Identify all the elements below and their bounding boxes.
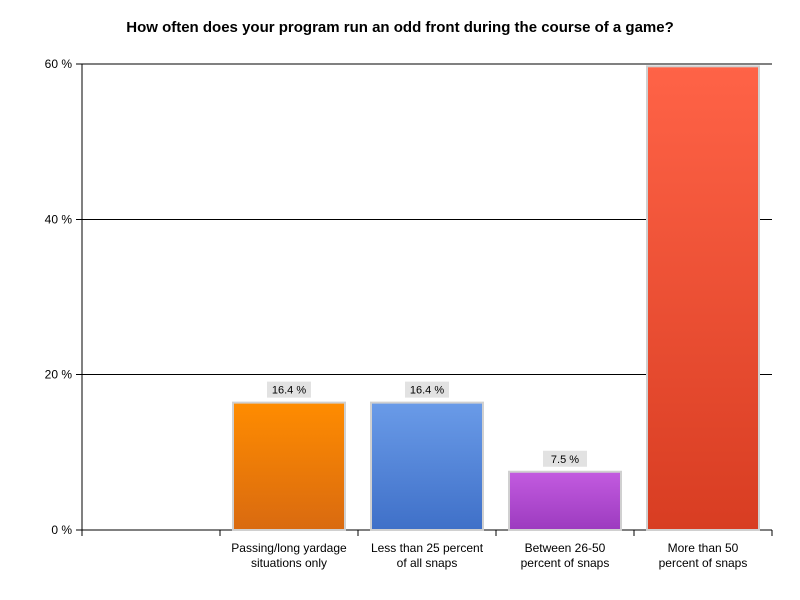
y-tick-label: 40 % [45, 212, 73, 226]
x-tick-label: Passing/long yardage situations only [219, 541, 359, 571]
data-label: 7.5 % [551, 454, 579, 466]
bar [508, 470, 622, 531]
data-label-box [267, 381, 311, 398]
bar [232, 401, 346, 532]
bar [646, 65, 760, 532]
x-tick-label-line: Passing/long yardage [231, 541, 347, 555]
x-tick-label-line: Less than 25 percent [370, 541, 484, 555]
y-tick-label: 0 % [51, 523, 72, 537]
data-label: 16.4 % [410, 385, 444, 397]
y-tick-label: 20 % [45, 368, 73, 382]
x-tick-label: Less than 25 percent of all snaps [357, 541, 497, 571]
bar [370, 401, 484, 532]
x-tick-label-line: percent of snaps [520, 556, 610, 570]
y-tick-label: 60 % [45, 57, 73, 71]
x-tick-label: Between 26-50 percent of snaps [495, 541, 635, 571]
x-tick-label: More than 50 percent of snaps [633, 541, 773, 571]
x-tick-label-line: More than 50 [667, 541, 739, 555]
x-tick-label-line: Between 26-50 [524, 541, 606, 555]
x-tick-label-line: situations only [250, 556, 328, 570]
x-tick-label-line: percent of snaps [658, 556, 748, 570]
data-label: 16.4 % [272, 385, 306, 397]
chart-title: How often does your program run an odd f… [126, 19, 674, 36]
data-label-box [405, 381, 449, 398]
x-tick-label-line: of all snaps [396, 556, 458, 570]
data-label-box [543, 450, 587, 467]
